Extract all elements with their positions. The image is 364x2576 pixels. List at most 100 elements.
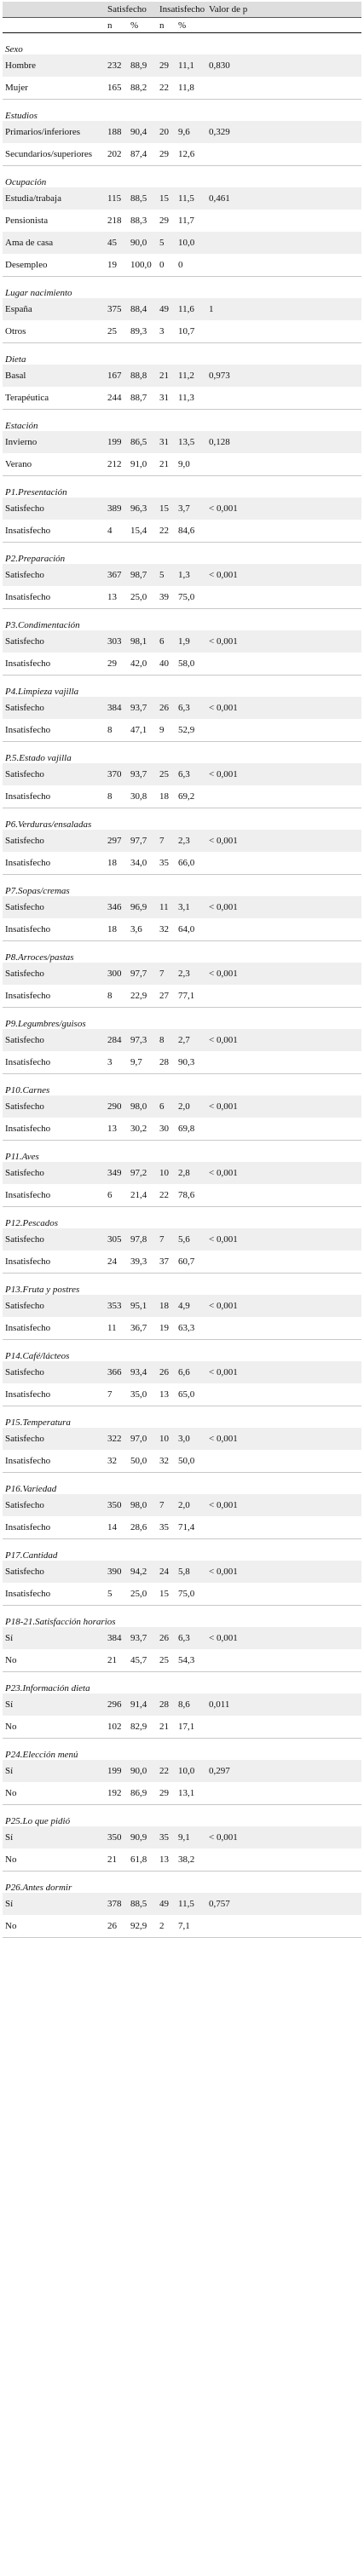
row-label: Satisfecho — [3, 1494, 105, 1516]
p-value: 0,329 — [206, 121, 362, 143]
section-title: Dieta — [3, 342, 362, 365]
row-label: Satisfecho — [3, 1295, 105, 1317]
section-header-row: Sexo — [3, 32, 362, 55]
row-label: Estudia/trabaja — [3, 187, 105, 210]
p-value — [206, 254, 362, 277]
satisfecho-n: 18 — [105, 918, 128, 941]
section-title: P8.Arroces/pastas — [3, 940, 362, 963]
satisfecho-pct: 94,2 — [128, 1561, 158, 1583]
insatisfecho-n: 25 — [157, 763, 176, 785]
insatisfecho-pct: 9,1 — [176, 1826, 207, 1849]
section-title: P12.Pescados — [3, 1206, 362, 1228]
insatisfecho-pct: 11,1 — [176, 55, 207, 77]
table-row: Satisfecho 349 97,2 10 2,8 < 0,001 — [3, 1162, 362, 1184]
satisfecho-n: 202 — [105, 143, 128, 166]
section-header-row: P2.Preparación — [3, 542, 362, 564]
row-label: Satisfecho — [3, 1228, 105, 1251]
table-row: Satisfecho 384 93,7 26 6,3 < 0,001 — [3, 697, 362, 719]
satisfecho-n: 7 — [105, 1383, 128, 1406]
row-label: Sí — [3, 1826, 105, 1849]
satisfecho-pct: 22,9 — [128, 985, 158, 1008]
table-row: Satisfecho 346 96,9 11 3,1 < 0,001 — [3, 896, 362, 918]
satisfecho-pct: 97,2 — [128, 1162, 158, 1184]
section-header-row: P15.Temperatura — [3, 1406, 362, 1428]
subheader-blank — [3, 17, 105, 33]
satisfecho-pct: 15,4 — [128, 520, 158, 543]
insatisfecho-n: 25 — [157, 1649, 176, 1672]
insatisfecho-n: 0 — [157, 254, 176, 277]
table-row: Satisfecho 322 97,0 10 3,0 < 0,001 — [3, 1428, 362, 1450]
table-row: Satisfecho 390 94,2 24 5,8 < 0,001 — [3, 1561, 362, 1583]
satisfecho-n: 115 — [105, 187, 128, 210]
satisfecho-n: 5 — [105, 1583, 128, 1606]
section-header-row: P9.Legumbres/guisos — [3, 1007, 362, 1029]
row-label: Insatisfecho — [3, 1383, 105, 1406]
insatisfecho-n: 32 — [157, 1450, 176, 1473]
p-value — [206, 1317, 362, 1340]
row-label: Desempleo — [3, 254, 105, 277]
satisfecho-n: 11 — [105, 1317, 128, 1340]
satisfecho-pct: 61,8 — [128, 1849, 158, 1872]
p-value: 0,461 — [206, 187, 362, 210]
insatisfecho-pct: 50,0 — [176, 1450, 207, 1473]
row-label: Terapéutica — [3, 387, 105, 410]
satisfecho-pct: 97,7 — [128, 963, 158, 985]
table-row: Insatisfecho 7 35,0 13 65,0 — [3, 1383, 362, 1406]
subheader-pct-satisfecho: % — [128, 17, 158, 33]
satisfecho-n: 25 — [105, 320, 128, 343]
satisfecho-n: 322 — [105, 1428, 128, 1450]
insatisfecho-n: 24 — [157, 1561, 176, 1583]
satisfecho-pct: 90,9 — [128, 1826, 158, 1849]
p-value: 0,757 — [206, 1893, 362, 1915]
p-value — [206, 1450, 362, 1473]
satisfecho-pct: 96,3 — [128, 497, 158, 520]
insatisfecho-pct: 1,3 — [176, 564, 207, 586]
header-valor-p: Valor de p — [206, 2, 362, 18]
insatisfecho-n: 40 — [157, 653, 176, 676]
row-label: Invierno — [3, 431, 105, 453]
insatisfecho-pct: 10,0 — [176, 1760, 207, 1782]
section-title: P15.Temperatura — [3, 1406, 362, 1428]
row-label: Sí — [3, 1893, 105, 1915]
satisfecho-pct: 25,0 — [128, 586, 158, 609]
insatisfecho-pct: 8,6 — [176, 1693, 207, 1716]
table-row: Insatisfecho 29 42,0 40 58,0 — [3, 653, 362, 676]
subheader-n-satisfecho: n — [105, 17, 128, 33]
row-label: No — [3, 1849, 105, 1872]
p-value: < 0,001 — [206, 1561, 362, 1583]
table-row: Satisfecho 367 98,7 5 1,3 < 0,001 — [3, 564, 362, 586]
p-value: < 0,001 — [206, 1826, 362, 1849]
insatisfecho-pct: 9,6 — [176, 121, 207, 143]
row-label: No — [3, 1716, 105, 1739]
satisfecho-n: 192 — [105, 1782, 128, 1805]
insatisfecho-pct: 2,0 — [176, 1494, 207, 1516]
insatisfecho-n: 22 — [157, 77, 176, 100]
row-label: Insatisfecho — [3, 1184, 105, 1207]
satisfecho-n: 389 — [105, 497, 128, 520]
insatisfecho-pct: 10,0 — [176, 232, 207, 254]
table-row: Sí 296 91,4 28 8,6 0,011 — [3, 1693, 362, 1716]
insatisfecho-n: 35 — [157, 1826, 176, 1849]
insatisfecho-pct: 65,0 — [176, 1383, 207, 1406]
insatisfecho-n: 10 — [157, 1162, 176, 1184]
insatisfecho-n: 22 — [157, 1184, 176, 1207]
satisfecho-n: 165 — [105, 77, 128, 100]
insatisfecho-n: 22 — [157, 1760, 176, 1782]
table-row: Satisfecho 303 98,1 6 1,9 < 0,001 — [3, 630, 362, 653]
section-title: P3.Condimentación — [3, 608, 362, 630]
table-row: No 102 82,9 21 17,1 — [3, 1716, 362, 1739]
satisfecho-n: 300 — [105, 963, 128, 985]
table-row: No 21 45,7 25 54,3 — [3, 1649, 362, 1672]
insatisfecho-pct: 69,8 — [176, 1118, 207, 1141]
p-value: < 0,001 — [206, 564, 362, 586]
insatisfecho-n: 9 — [157, 719, 176, 742]
satisfecho-n: 384 — [105, 697, 128, 719]
insatisfecho-n: 7 — [157, 830, 176, 852]
table-row: No 192 86,9 29 13,1 — [3, 1782, 362, 1805]
table-row: Insatisfecho 8 30,8 18 69,2 — [3, 785, 362, 808]
satisfecho-pct: 96,9 — [128, 896, 158, 918]
p-value: < 0,001 — [206, 1162, 362, 1184]
satisfecho-n: 303 — [105, 630, 128, 653]
satisfecho-n: 4 — [105, 520, 128, 543]
table-row: Satisfecho 297 97,7 7 2,3 < 0,001 — [3, 830, 362, 852]
